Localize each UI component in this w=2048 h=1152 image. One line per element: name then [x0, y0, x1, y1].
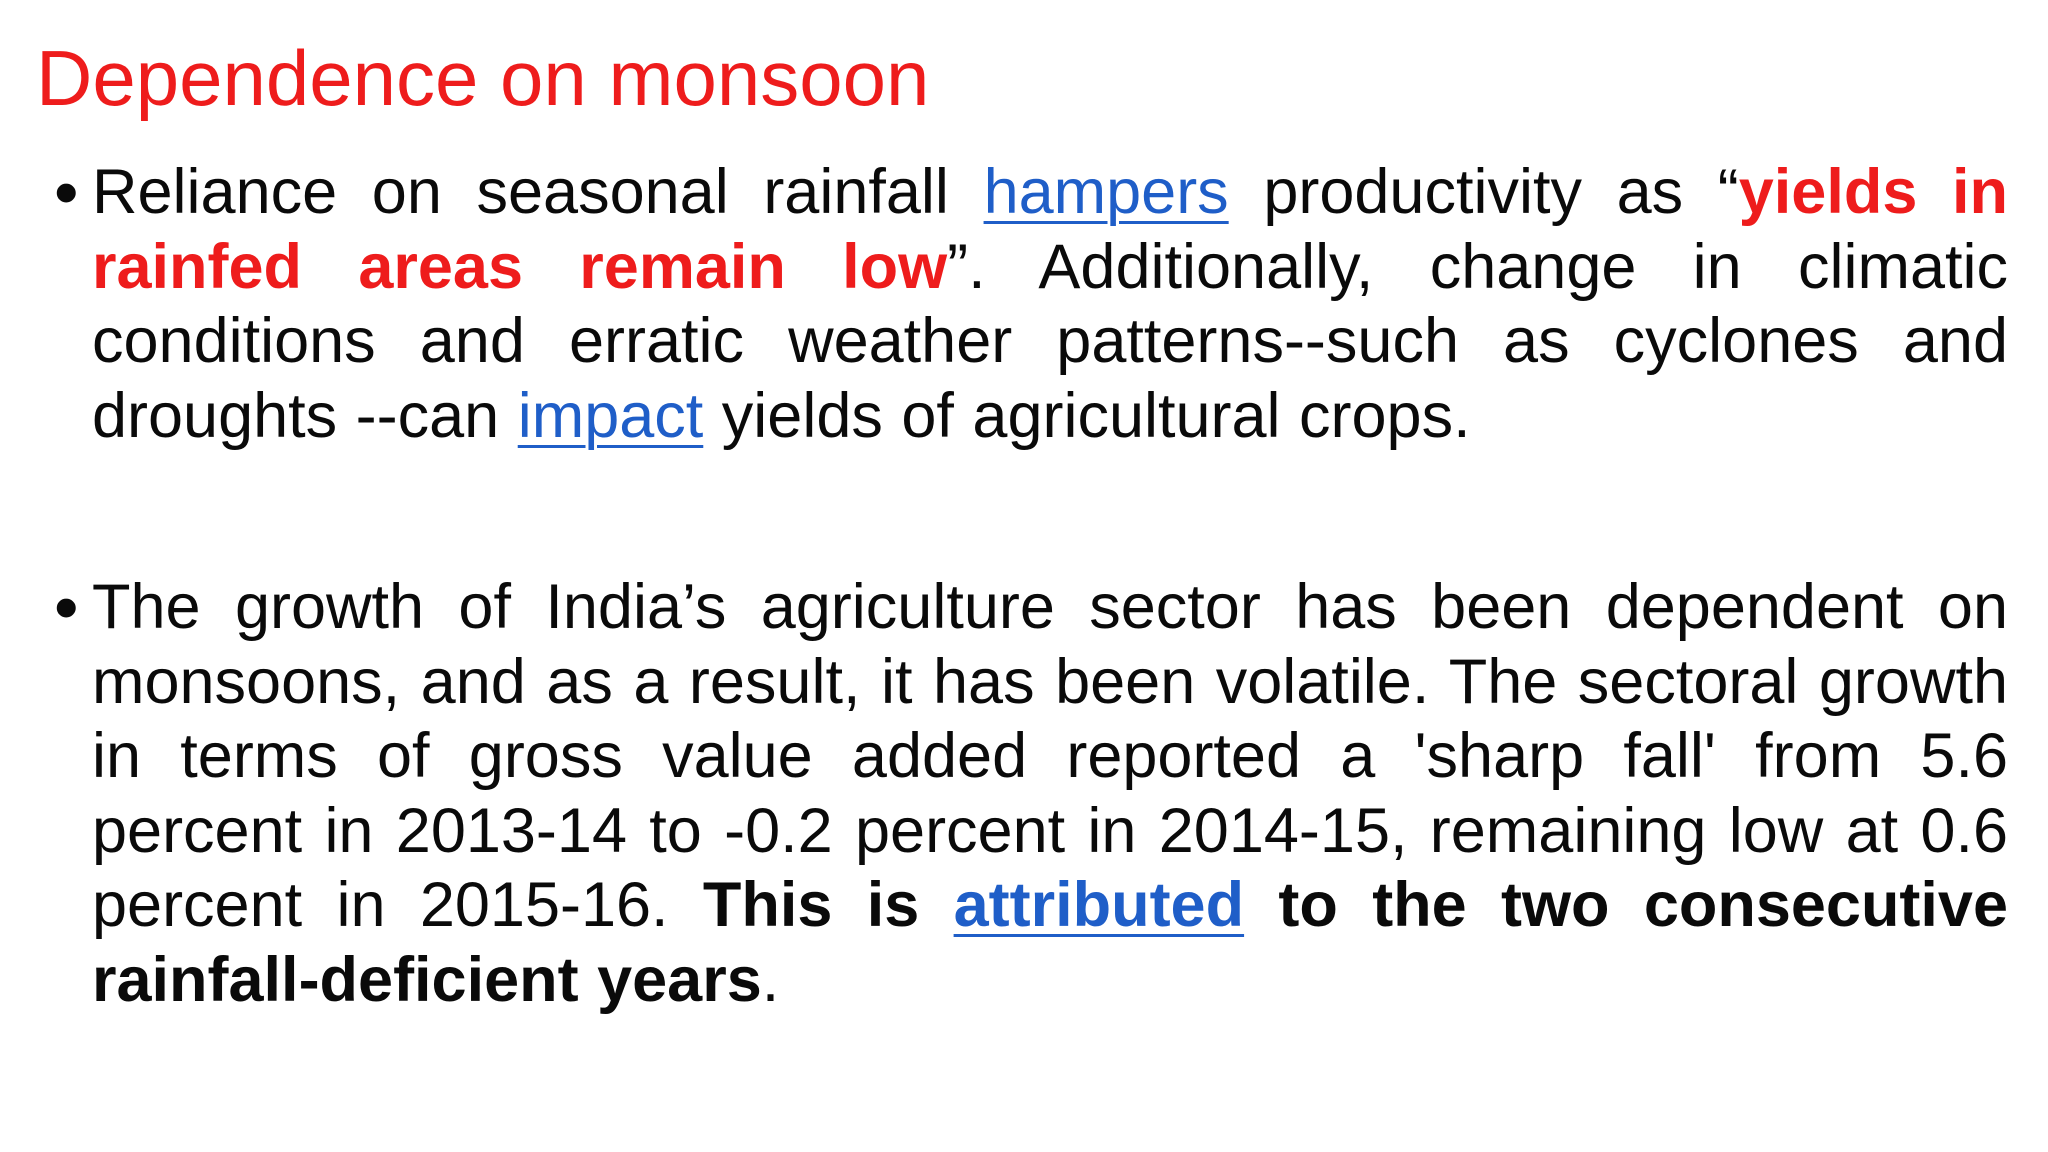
emphasis-text: yields in rainfed areas remain low [92, 157, 2008, 302]
link-hampers[interactable]: hampers [983, 157, 1229, 227]
bullet-marker: • [54, 153, 79, 231]
link-attributed[interactable]: attributed [953, 870, 1245, 940]
bullet-text: Reliance on seasonal rainfall hampers pr… [92, 155, 2008, 453]
bold-text: to the two consecutive rainfall-deficien… [92, 870, 2008, 1015]
bullet-marker: • [54, 568, 79, 646]
slide-title: Dependence on monsoon [36, 34, 930, 122]
text-segment: yields of agricultural crops. [703, 380, 1471, 451]
text-segment: . [761, 944, 780, 1015]
bold-text: This is [702, 870, 954, 940]
bullet-item-agriculture-growth: • The growth of India’s agriculture sect… [54, 570, 2008, 1017]
text-segment: productivity as “ [1228, 157, 1739, 227]
bullet-text: The growth of India’s agriculture sector… [92, 570, 2008, 1017]
text-segment: The growth of India’s agriculture sector… [92, 572, 2008, 940]
text-segment: ”. Additionally, change in climatic cond… [92, 231, 2008, 451]
bullet-item-monsoon-reliance: • Reliance on seasonal rainfall hampers … [54, 155, 2008, 453]
text-segment: Reliance on seasonal rainfall [92, 157, 984, 227]
link-impact[interactable]: impact [517, 380, 704, 451]
